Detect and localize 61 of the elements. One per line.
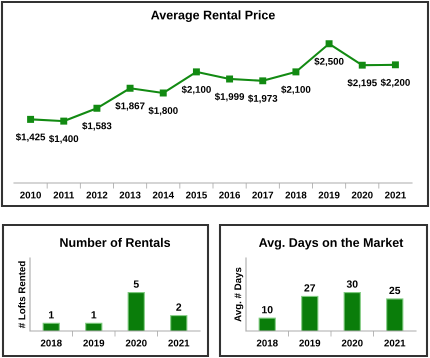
x-tick-label: 2020 — [126, 340, 147, 346]
data-label: $2,195 — [348, 78, 377, 88]
x-tick-label: 2015 — [186, 192, 207, 198]
data-label: 2 — [176, 303, 182, 311]
data-label: 25 — [389, 286, 400, 294]
chart-title: Number of Rentals — [60, 238, 170, 248]
x-tick-label: 2018 — [256, 340, 278, 346]
x-tick-label: 2019 — [83, 340, 104, 346]
data-label: $2,500 — [314, 57, 344, 66]
data-label: 5 — [134, 280, 139, 288]
data-label: 1 — [92, 311, 96, 318]
bar — [301, 296, 318, 331]
data-label: $2,100 — [281, 86, 310, 94]
x-tick-label: 2010 — [20, 192, 41, 198]
x-tick-label: 2019 — [299, 340, 320, 346]
point — [60, 118, 68, 125]
data-label: 30 — [346, 280, 358, 288]
data-label: $2,100 — [182, 86, 211, 94]
point — [192, 68, 200, 76]
x-tick-label: 2020 — [342, 340, 363, 346]
point — [292, 68, 300, 76]
data-label: 1 — [49, 311, 54, 318]
data-label: 10 — [262, 306, 273, 314]
point — [259, 77, 266, 84]
x-tick-label: 2021 — [384, 192, 406, 198]
bar — [258, 318, 276, 331]
point — [27, 116, 34, 123]
x-tick-label: 2017 — [252, 192, 274, 198]
data-label: $2,200 — [380, 78, 410, 88]
x-tick-label: 2012 — [86, 192, 108, 198]
data-label: 27 — [304, 284, 316, 292]
data-label: $1,583 — [82, 122, 112, 131]
point — [160, 90, 167, 96]
data-label: $1,425 — [16, 133, 46, 142]
data-label: $1,800 — [148, 106, 178, 116]
x-tick-label: 2016 — [219, 192, 240, 198]
point — [93, 104, 100, 112]
point — [126, 84, 134, 92]
chart-title: Average Rental Price — [151, 10, 275, 22]
point — [326, 40, 333, 48]
data-label: $1,867 — [115, 102, 145, 111]
bar — [386, 298, 404, 331]
x-tick-label: 2018 — [285, 192, 306, 198]
x-tick-label: 2021 — [384, 340, 406, 346]
point — [226, 76, 234, 82]
point — [392, 61, 399, 68]
x-tick-label: 2020 — [352, 192, 373, 198]
data-label: $1,973 — [248, 94, 278, 104]
bar — [344, 292, 361, 331]
data-label: $1,999 — [214, 92, 244, 102]
y-axis-title: Avg. # Days — [234, 268, 244, 322]
x-tick-label: 2019 — [318, 192, 340, 198]
y-axis-title: # Lofts Rented — [18, 261, 26, 328]
x-tick-label: 2011 — [54, 192, 74, 198]
x-tick-label: 2021 — [168, 340, 190, 346]
chart-title: Avg. Days on the Market — [258, 238, 404, 250]
x-tick-label: 2018 — [40, 340, 62, 346]
x-tick-label: 2014 — [152, 192, 174, 198]
point — [358, 62, 366, 69]
x-tick-label: 2013 — [120, 192, 141, 198]
data-label: $1,400 — [49, 134, 78, 144]
